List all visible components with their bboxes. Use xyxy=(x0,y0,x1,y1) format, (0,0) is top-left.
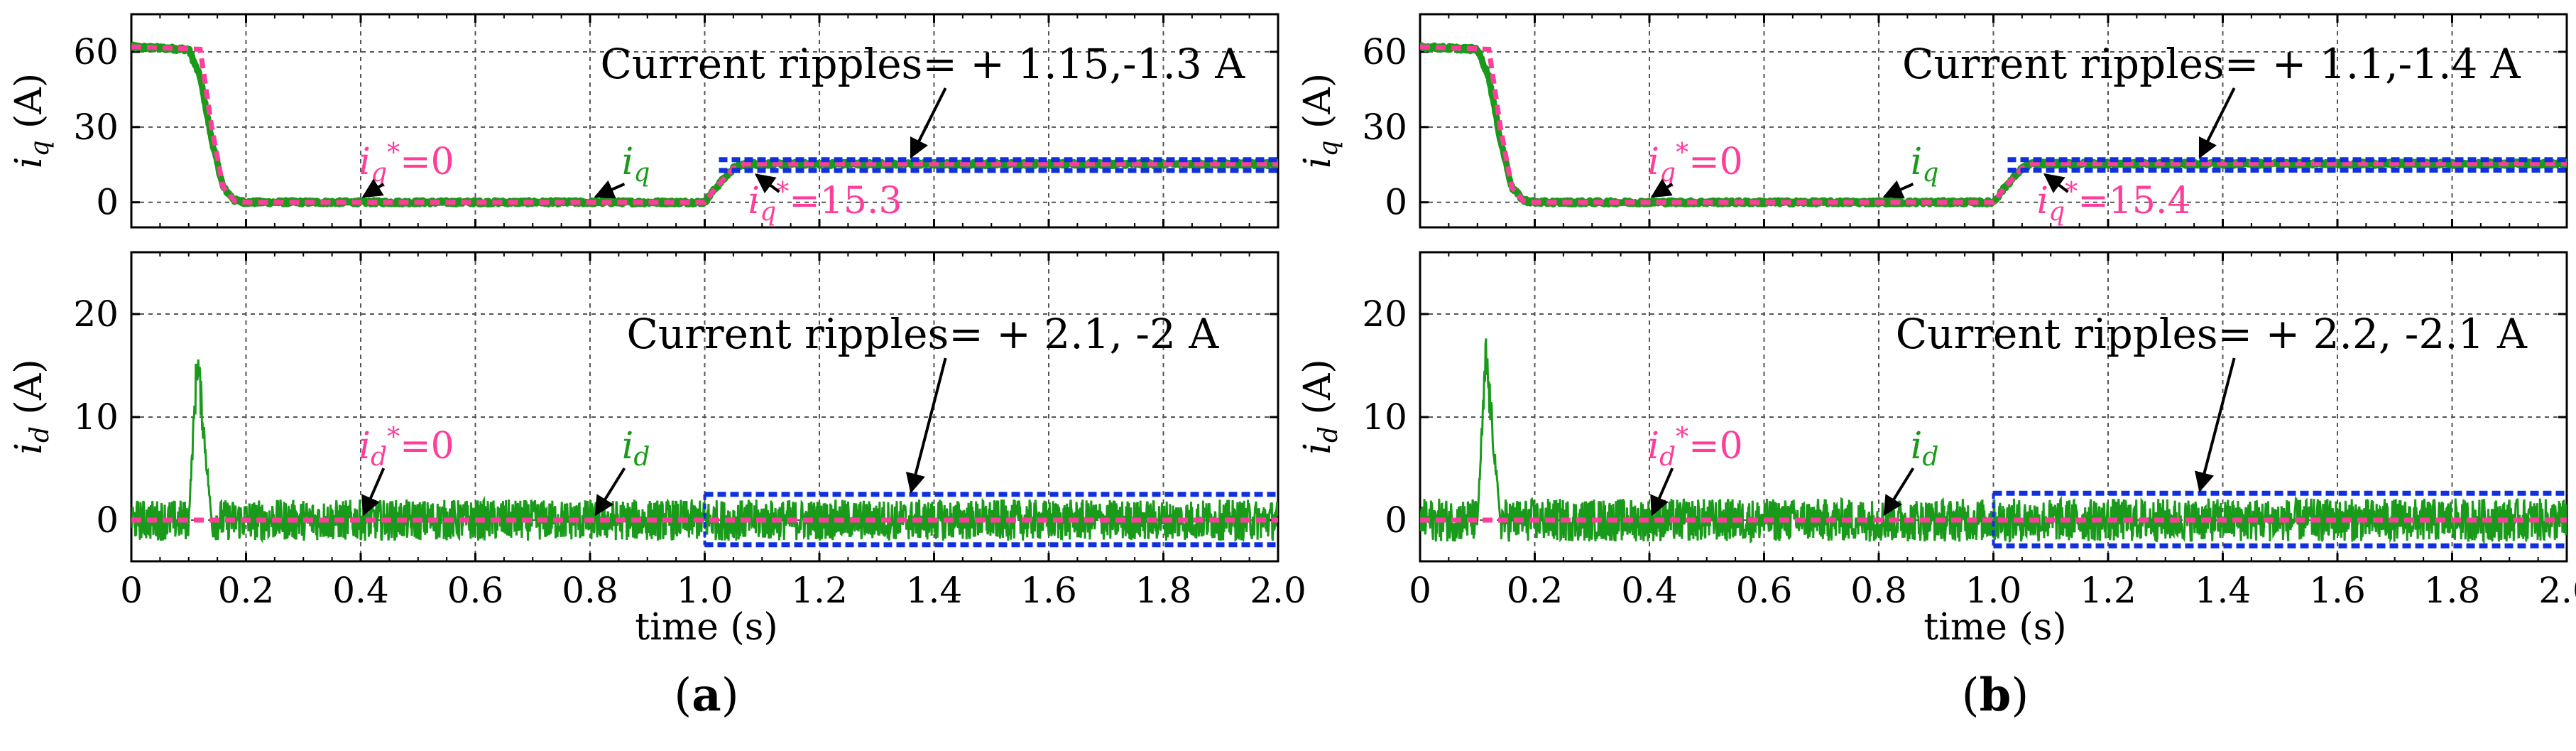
x-tick-label: 1.0 xyxy=(677,570,733,611)
x-tick-label: 1.6 xyxy=(1020,570,1077,611)
subplot-id: 0 10 20 id (A) Current ripples= + 2.1, -2 A i… xyxy=(8,251,1279,563)
measured-arrow xyxy=(594,467,626,517)
x-tick-label: 1.4 xyxy=(2195,570,2252,611)
x-tick-label: 0 xyxy=(120,570,143,611)
y-axis-label: id (A) xyxy=(8,359,55,454)
subplot-id: 0 10 20 id (A) Current ripples= + 2.2, -2.1 … xyxy=(1297,251,2568,563)
ref-step-label: iq*=15.4 xyxy=(2037,178,2191,227)
x-tick-label: 0.4 xyxy=(1621,570,1678,611)
panel-label: (a) xyxy=(674,669,738,722)
ripple-annotation: Current ripples= + 1.1,-1.4 A xyxy=(1902,40,2521,88)
x-tick-label: 0.8 xyxy=(562,570,618,611)
ref-zero-arrow xyxy=(1650,468,1674,517)
ref-zero-label: id*=0 xyxy=(359,423,454,472)
y-axis-label: id (A) xyxy=(1297,359,1343,454)
x-tick-label: 1.2 xyxy=(791,570,848,611)
y-tick-label: 20 xyxy=(73,293,119,335)
plot-area xyxy=(131,359,1278,548)
plot-area xyxy=(1420,338,2567,549)
x-tick-label: 0 xyxy=(1409,570,1431,611)
panel-a: 0 30 60 iq (A) Current ripples= + 1.15,-1.3 … xyxy=(8,13,1306,722)
measured-arrow xyxy=(1883,467,1915,517)
x-tick-label: 1.4 xyxy=(906,570,963,611)
x-tick-label: 1.6 xyxy=(2309,570,2366,611)
panel-label: (b) xyxy=(1962,669,2029,722)
ripple-annotation: Current ripples= + 1.15,-1.3 A xyxy=(601,40,1246,88)
plot-area xyxy=(1420,42,2567,207)
plot-area xyxy=(131,41,1278,207)
measured-label: id xyxy=(622,425,650,472)
ref-zero-arrow xyxy=(1650,178,1674,198)
x-tick-label: 1.2 xyxy=(2080,570,2136,611)
x-axis-label: time (s) xyxy=(1923,606,2066,649)
ref-zero-arrow xyxy=(361,178,385,198)
x-tick-label: 1.8 xyxy=(2424,570,2481,611)
x-tick-label: 1.0 xyxy=(1965,570,2022,611)
ripple-arrow xyxy=(905,357,947,494)
ref-zero-label: id*=0 xyxy=(1647,423,1742,472)
x-tick-label: 0.8 xyxy=(1850,570,1907,611)
series-iq* xyxy=(131,44,1278,205)
ref-step-arrow xyxy=(754,173,780,194)
measured-arrow xyxy=(1882,180,1914,199)
y-axis-label: iq (A) xyxy=(8,73,55,168)
ref-step-arrow xyxy=(2043,173,2069,193)
series-iq* xyxy=(1420,44,2567,205)
y-tick-label: 60 xyxy=(73,31,119,72)
y-tick-label: 0 xyxy=(96,182,119,223)
measured-label: iq xyxy=(1911,141,1939,188)
x-tick-label: 0.6 xyxy=(447,570,504,611)
y-tick-label: 20 xyxy=(1362,293,1407,335)
measured-label: iq xyxy=(622,141,650,188)
y-tick-label: 0 xyxy=(96,499,119,541)
measured-label: id xyxy=(1911,425,1939,472)
ripple-annotation: Current ripples= + 2.1, -2 A xyxy=(626,310,1219,358)
ref-zero-label: iq*=0 xyxy=(1647,139,1742,188)
y-tick-label: 10 xyxy=(1362,396,1407,438)
x-tick-label: 2.0 xyxy=(1250,570,1306,611)
y-tick-label: 30 xyxy=(1362,107,1407,148)
x-tick-label: 0.4 xyxy=(332,570,389,611)
measured-arrow xyxy=(594,180,626,199)
x-axis-label: time (s) xyxy=(635,606,777,649)
y-tick-label: 10 xyxy=(73,396,119,438)
ripple-arrow xyxy=(2198,87,2236,159)
y-tick-label: 0 xyxy=(1385,182,1407,223)
panel-b: 0 30 60 iq (A) Current ripples= + 1.1,-1.4 A… xyxy=(1297,13,2576,722)
ripple-arrow xyxy=(910,87,947,159)
y-axis-label: iq (A) xyxy=(1297,73,1343,168)
x-tick-label: 0.6 xyxy=(1736,570,1793,611)
y-tick-label: 0 xyxy=(1385,499,1407,541)
ripple-arrow xyxy=(2194,357,2236,493)
subplot-iq: 0 30 60 iq (A) Current ripples= + 1.1,-1.4 A… xyxy=(1297,13,2568,229)
y-tick-label: 60 xyxy=(1362,31,1407,72)
ripple-annotation: Current ripples= + 2.2, -2.1 A xyxy=(1896,310,2528,358)
x-tick-label: 1.8 xyxy=(1135,570,1192,611)
subplot-iq: 0 30 60 iq (A) Current ripples= + 1.15,-1.3 … xyxy=(8,13,1279,229)
x-tick-label: 2.0 xyxy=(2538,570,2576,611)
x-tick-label: 0.2 xyxy=(1507,570,1563,611)
x-tick-label: 0.2 xyxy=(218,570,275,611)
ref-zero-arrow xyxy=(361,468,386,517)
y-tick-label: 30 xyxy=(73,107,119,148)
